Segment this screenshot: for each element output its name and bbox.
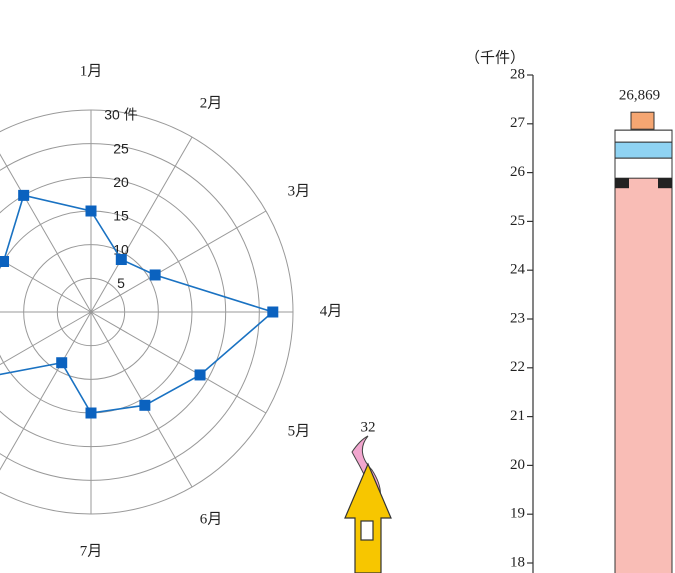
marker bbox=[85, 407, 97, 419]
bar-cap bbox=[630, 111, 655, 130]
bar-chart: （千件） 18 19 20 21 22 23 24 25 26 27 28 26,869 bbox=[465, 49, 673, 573]
spoke bbox=[0, 153, 92, 313]
category-label: 3月 bbox=[288, 183, 311, 199]
window bbox=[360, 520, 374, 541]
y-tick-label: 19 bbox=[510, 506, 525, 522]
category-label: 2月 bbox=[200, 96, 223, 112]
r-tick-label: 5 bbox=[117, 275, 125, 291]
bar-band bbox=[614, 141, 673, 159]
break-mark bbox=[658, 178, 672, 189]
y-tick-label: 26 bbox=[510, 164, 526, 180]
break-mark bbox=[615, 178, 629, 189]
marker bbox=[139, 399, 151, 411]
spoke bbox=[0, 311, 92, 366]
y-tick-label: 23 bbox=[510, 310, 525, 326]
marker bbox=[56, 357, 68, 369]
bar bbox=[614, 129, 673, 573]
y-tick-label: 27 bbox=[510, 115, 526, 131]
spoke bbox=[0, 311, 92, 471]
bar-band bbox=[614, 157, 673, 179]
spoke bbox=[90, 311, 193, 488]
marker bbox=[0, 256, 10, 267]
y-tick-label: 28 bbox=[510, 66, 525, 82]
house-icon: 32 bbox=[344, 419, 392, 573]
r-tick-label: 25 bbox=[113, 140, 129, 156]
bar-band bbox=[614, 129, 673, 143]
y-tick-label: 25 bbox=[510, 213, 525, 229]
marker bbox=[18, 189, 30, 201]
marker bbox=[194, 369, 206, 381]
category-label: 1月 bbox=[80, 63, 103, 79]
marker bbox=[267, 306, 279, 318]
spoke bbox=[90, 311, 267, 414]
category-label: 5月 bbox=[288, 423, 311, 439]
category-label: 7月 bbox=[80, 543, 103, 559]
y-tick-label: 20 bbox=[510, 457, 525, 473]
category-label: 4月 bbox=[320, 303, 343, 319]
y-tick-label: 24 bbox=[510, 262, 526, 278]
y-axis-label: （千件） bbox=[465, 49, 525, 66]
value-label: 26,869 bbox=[619, 88, 660, 104]
marker bbox=[115, 254, 127, 266]
house bbox=[344, 462, 392, 573]
y-tick-label: 22 bbox=[510, 359, 525, 375]
r-tick-label: 30 件 bbox=[104, 107, 137, 123]
marker bbox=[85, 205, 97, 217]
y-tick-label: 21 bbox=[510, 408, 525, 424]
category-label: 6月 bbox=[200, 511, 223, 527]
spoke bbox=[90, 210, 267, 313]
spoke bbox=[90, 136, 193, 313]
y-tick-label: 18 bbox=[510, 554, 525, 570]
marker bbox=[149, 269, 161, 281]
house-label: 32 bbox=[361, 419, 376, 435]
r-tick-label: 20 bbox=[113, 174, 129, 190]
radar-line bbox=[0, 194, 275, 414]
r-tick-label: 15 bbox=[113, 208, 129, 224]
